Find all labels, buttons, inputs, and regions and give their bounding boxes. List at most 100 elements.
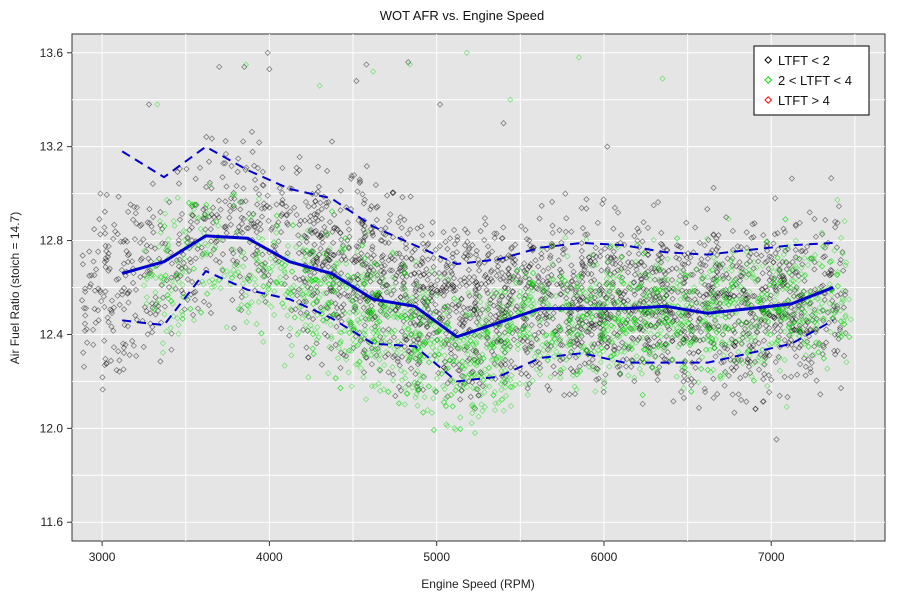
scatter-point xyxy=(153,299,160,306)
scatter-point xyxy=(364,297,371,305)
scatter-point xyxy=(239,229,246,236)
scatter-point xyxy=(253,260,261,267)
scatter-point xyxy=(631,232,638,240)
scatter-point xyxy=(535,278,542,285)
scatter-point xyxy=(784,285,791,293)
scatter-point xyxy=(710,375,717,382)
scatter-point xyxy=(481,388,488,396)
scatter-point xyxy=(735,318,742,326)
scatter-point xyxy=(259,293,267,300)
scatter-point xyxy=(507,310,514,317)
scatter-point xyxy=(698,279,705,286)
scatter-point xyxy=(422,338,430,345)
scatter-point xyxy=(425,271,433,278)
scatter-point xyxy=(639,400,646,408)
scatter-point xyxy=(258,205,265,212)
scatter-point xyxy=(238,220,246,227)
scatter-point xyxy=(461,346,468,354)
scatter-point xyxy=(422,339,429,347)
scatter-point xyxy=(372,327,379,334)
scatter-point xyxy=(473,331,480,338)
scatter-point xyxy=(82,305,90,312)
scatter-point xyxy=(796,302,803,310)
scatter-point xyxy=(437,316,445,323)
scatter-point xyxy=(456,345,463,353)
scatter-point xyxy=(543,332,550,339)
scatter-point xyxy=(824,365,831,372)
scatter-point xyxy=(696,292,704,299)
scatter-point xyxy=(787,304,795,311)
scatter-point xyxy=(636,334,643,341)
scatter-point xyxy=(775,333,783,341)
scatter-point xyxy=(490,392,497,399)
scatter-point xyxy=(263,202,271,210)
scatter-point xyxy=(505,330,512,338)
scatter-point xyxy=(529,247,536,254)
scatter-point xyxy=(595,375,602,382)
scatter-point xyxy=(184,276,191,283)
scatter-point xyxy=(567,313,574,320)
scatter-point xyxy=(229,191,236,199)
scatter-point xyxy=(677,244,685,251)
scatter-point xyxy=(791,345,798,353)
scatter-point xyxy=(303,344,310,351)
scatter-point xyxy=(514,309,522,316)
scatter-point xyxy=(241,255,249,262)
scatter-point xyxy=(570,272,577,279)
scatter-point xyxy=(105,250,112,257)
scatter-point xyxy=(416,352,423,359)
scatter-point xyxy=(797,248,805,255)
scatter-point xyxy=(278,189,286,197)
scatter-point xyxy=(633,339,640,346)
scatter-point xyxy=(307,272,314,279)
scatter-point xyxy=(637,297,644,305)
scatter-point xyxy=(543,293,550,301)
scatter-point xyxy=(449,284,457,292)
scatter-point xyxy=(230,266,237,274)
scatter-point xyxy=(524,283,531,290)
scatter-point xyxy=(644,322,651,330)
scatter-point xyxy=(788,175,796,182)
scatter-point xyxy=(601,331,608,338)
scatter-point xyxy=(407,353,414,360)
scatter-point xyxy=(209,276,216,283)
scatter-point xyxy=(360,200,368,207)
scatter-point xyxy=(425,359,433,366)
scatter-point xyxy=(558,291,565,298)
scatter-point xyxy=(788,331,795,338)
scatter-point xyxy=(827,266,834,274)
scatter-point xyxy=(778,312,785,319)
scatter-point xyxy=(365,309,372,317)
scatter-point xyxy=(845,296,853,303)
scatter-point xyxy=(820,344,827,351)
scatter-point xyxy=(523,266,531,273)
scatter-point xyxy=(774,246,782,253)
scatter-point xyxy=(808,255,815,262)
scatter-point xyxy=(567,301,574,308)
scatter-point xyxy=(338,312,346,319)
scatter-point xyxy=(712,293,719,300)
scatter-point xyxy=(233,182,240,190)
scatter-point xyxy=(607,243,614,250)
scatter-point xyxy=(597,316,604,323)
scatter-point xyxy=(505,301,512,309)
scatter-point xyxy=(616,363,623,370)
scatter-point xyxy=(419,409,427,416)
scatter-point xyxy=(830,302,837,310)
scatter-point xyxy=(330,252,338,259)
scatter-point xyxy=(719,276,726,283)
scatter-point xyxy=(163,196,170,204)
scatter-point xyxy=(318,229,325,237)
scatter-point xyxy=(607,270,614,278)
scatter-point xyxy=(328,299,335,306)
scatter-point xyxy=(367,225,375,233)
scatter-point xyxy=(535,272,542,280)
scatter-point xyxy=(839,297,847,305)
scatter-point xyxy=(368,361,376,368)
scatter-point xyxy=(786,269,793,276)
scatter-point xyxy=(743,319,751,326)
scatter-point xyxy=(360,226,367,233)
scatter-point xyxy=(738,320,745,328)
scatter-point xyxy=(792,265,799,272)
scatter-point xyxy=(415,357,423,364)
